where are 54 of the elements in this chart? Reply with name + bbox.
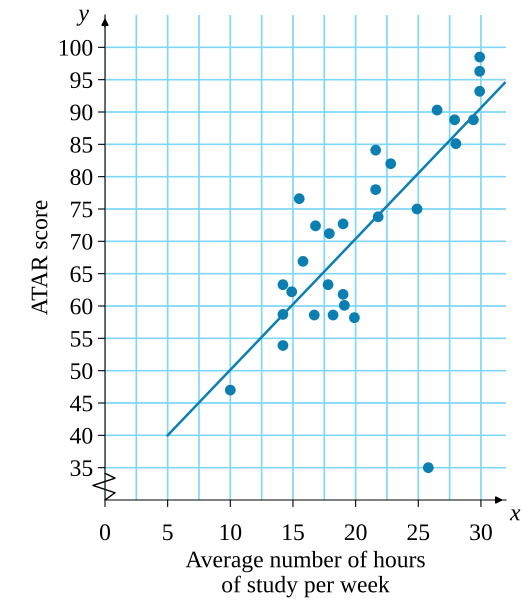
x-tick-label: 15: [283, 524, 304, 540]
point: [474, 86, 486, 97]
y-tick-label: 45: [70, 396, 92, 412]
point: [412, 204, 422, 214]
x-tick-label: 20: [344, 524, 367, 540]
x-tick-label: 0: [100, 524, 110, 540]
y-tick-label: 85: [70, 136, 92, 153]
point: [372, 211, 384, 222]
x-tick-label: 5: [163, 524, 173, 540]
y-tick-label: 50: [70, 363, 92, 380]
x-tick-label: 30: [470, 524, 492, 540]
point: [370, 144, 382, 156]
text: x: [510, 509, 520, 520]
y-tick-label: 80: [70, 169, 92, 186]
point: [310, 220, 321, 232]
point: [370, 184, 382, 195]
y-tick-label: 70: [71, 234, 92, 250]
point: [474, 66, 486, 77]
point: [328, 310, 338, 320]
point: [449, 114, 460, 126]
point: [385, 158, 396, 170]
x-tick-label: 10: [220, 524, 242, 540]
point: [338, 300, 350, 311]
y-tick-label: 95: [70, 72, 92, 88]
point: [278, 279, 288, 290]
y-tick-label: 100: [60, 40, 92, 56]
x-axis-title: Average number of hours of study per week: [186, 550, 425, 598]
point: [348, 312, 360, 324]
point: [432, 104, 442, 116]
y-tick-label: 35: [70, 460, 92, 476]
point: [294, 193, 305, 204]
y-tick-label: 40: [70, 428, 92, 444]
y-axis-title: ATAR score: [32, 200, 48, 316]
x-tick-label: 25: [408, 524, 430, 540]
point: [338, 218, 348, 230]
point: [450, 138, 462, 150]
point: [338, 288, 348, 300]
y-tick-label: 60: [70, 298, 92, 314]
point: [278, 340, 288, 351]
point: [308, 310, 320, 320]
y-tick-label: 65: [70, 266, 92, 282]
y-tick-label: 90: [70, 104, 92, 120]
y-tick-label: 75: [71, 202, 92, 218]
y-tick-label: 55: [70, 331, 92, 347]
point: [474, 52, 486, 62]
point: [224, 384, 236, 396]
point: [286, 286, 298, 298]
point: [468, 114, 479, 126]
text: y: [76, 10, 89, 26]
point: [278, 309, 288, 320]
point: [422, 462, 434, 474]
point: [324, 228, 335, 239]
point: [298, 256, 308, 267]
point: [322, 279, 334, 290]
